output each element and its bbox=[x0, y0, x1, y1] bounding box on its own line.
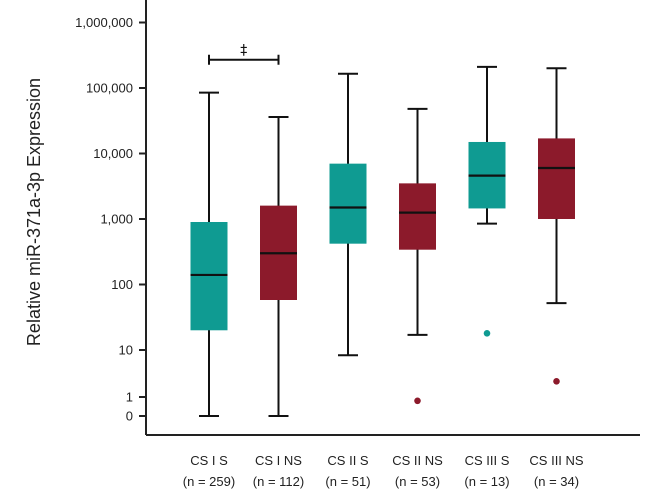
box-series bbox=[190, 65, 575, 417]
iqr-box bbox=[329, 163, 367, 244]
category-n-label: (n = 259) bbox=[183, 474, 235, 489]
outlier-point bbox=[553, 378, 560, 385]
y-tick-label: 1,000 bbox=[100, 212, 133, 227]
category-label: CS II S bbox=[327, 453, 369, 468]
box-cs-iii-s bbox=[468, 65, 506, 337]
box-cs-i-ns bbox=[260, 116, 297, 417]
iqr-box bbox=[538, 138, 575, 219]
category-label: CS II NS bbox=[392, 453, 443, 468]
category-label: CS III S bbox=[465, 453, 510, 468]
box-cs-i-s bbox=[190, 91, 228, 417]
box-cs-ii-ns bbox=[399, 107, 436, 405]
outlier-point bbox=[414, 397, 421, 405]
y-tick-label: 1,000,000 bbox=[75, 15, 133, 30]
box-cs-ii-s bbox=[329, 72, 367, 357]
y-tick-label: 10,000 bbox=[93, 146, 133, 161]
iqr-box bbox=[190, 221, 228, 331]
y-tick-label: 100,000 bbox=[86, 81, 133, 96]
x-axis-categories: CS I S (n = 259) CS I NS (n = 112) CS II S (n… bbox=[183, 453, 584, 489]
y-tick-label: 1 bbox=[126, 390, 133, 405]
y-tick-label: 0 bbox=[126, 409, 133, 424]
category-n-label: (n = 13) bbox=[464, 474, 509, 489]
category-n-label: (n = 51) bbox=[325, 474, 370, 489]
y-axis-ticks: 0 1 10 100 1,000 10,000 100,000 1,000,000 bbox=[75, 15, 146, 424]
outlier-point bbox=[483, 329, 491, 337]
y-axis-title: Relative miR-371a-3p Expression bbox=[24, 78, 44, 346]
iqr-box bbox=[399, 183, 436, 250]
category-label: CS I S bbox=[190, 453, 228, 468]
category-label: CS I NS bbox=[255, 453, 302, 468]
significance-marker: ‡ bbox=[240, 43, 247, 59]
y-tick-label: 10 bbox=[119, 343, 133, 358]
y-tick-label: 100 bbox=[111, 277, 133, 292]
category-n-label: (n = 53) bbox=[395, 474, 440, 489]
box-cs-iii-ns bbox=[538, 67, 575, 385]
category-n-label: (n = 112) bbox=[253, 474, 304, 489]
annotations: ‡ bbox=[208, 43, 280, 65]
category-label: CS III NS bbox=[529, 453, 584, 468]
category-n-label: (n = 34) bbox=[534, 474, 579, 489]
